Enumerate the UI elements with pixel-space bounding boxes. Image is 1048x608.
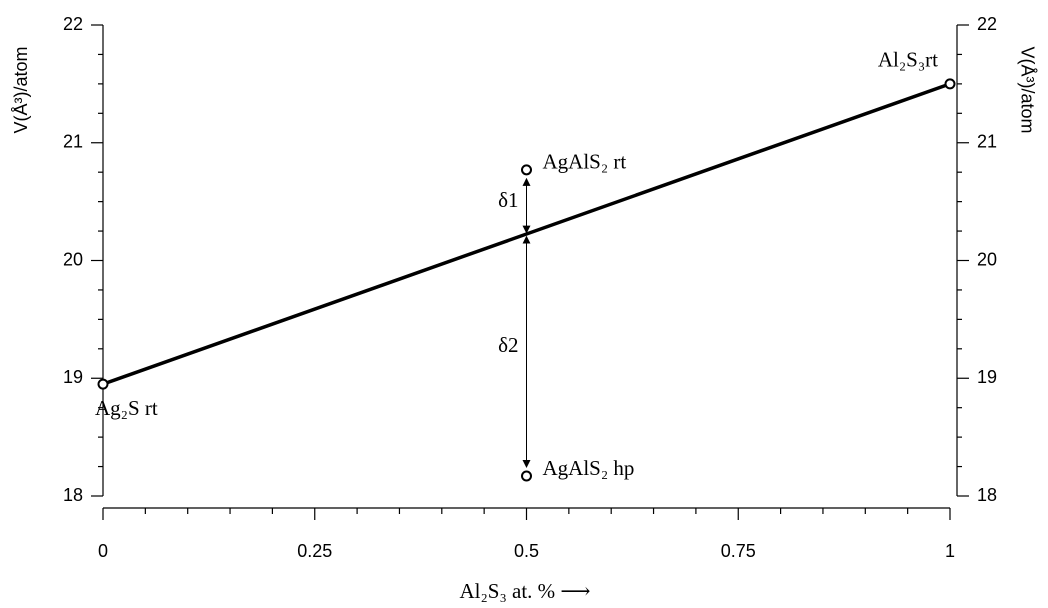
x-tick-label: 0.25	[297, 541, 332, 561]
point-label: AgAlS₂ hp	[543, 456, 635, 480]
y-tick-label: 18	[63, 485, 83, 505]
data-point	[521, 470, 532, 482]
y-axis-label: V(Å³)/atom	[11, 46, 31, 133]
x-tick-label: 0	[98, 541, 108, 561]
point-label: Al₂S₃rt	[878, 48, 938, 72]
x-tick-label: 0.75	[721, 541, 756, 561]
y2-tick-label: 19	[977, 367, 997, 387]
y-tick-label: 21	[63, 132, 83, 152]
data-point	[944, 78, 956, 90]
y2-axis-label: V(Å³)/atom	[1017, 46, 1037, 133]
x-tick-label: 1	[945, 541, 955, 561]
y2-tick-label: 20	[977, 249, 997, 269]
point-label: Ag₂S rt	[95, 396, 158, 420]
x-axis-label: Al₂S₃ at. % ⟶	[459, 579, 590, 603]
point-label: AgAlS₂ rt	[543, 150, 627, 174]
data-point	[521, 164, 532, 176]
y2-tick-label: 21	[977, 132, 997, 152]
fit-line	[102, 82, 951, 386]
difference-label: δ1	[498, 188, 518, 212]
y2-tick-label: 18	[977, 485, 997, 505]
y2-tick-label: 22	[977, 14, 997, 34]
y-tick-label: 22	[63, 14, 83, 34]
y-tick-label: 19	[63, 367, 83, 387]
difference-label: δ2	[498, 333, 518, 357]
data-point	[97, 378, 109, 390]
y-tick-label: 20	[63, 249, 83, 269]
x-tick-label: 0.5	[514, 541, 539, 561]
